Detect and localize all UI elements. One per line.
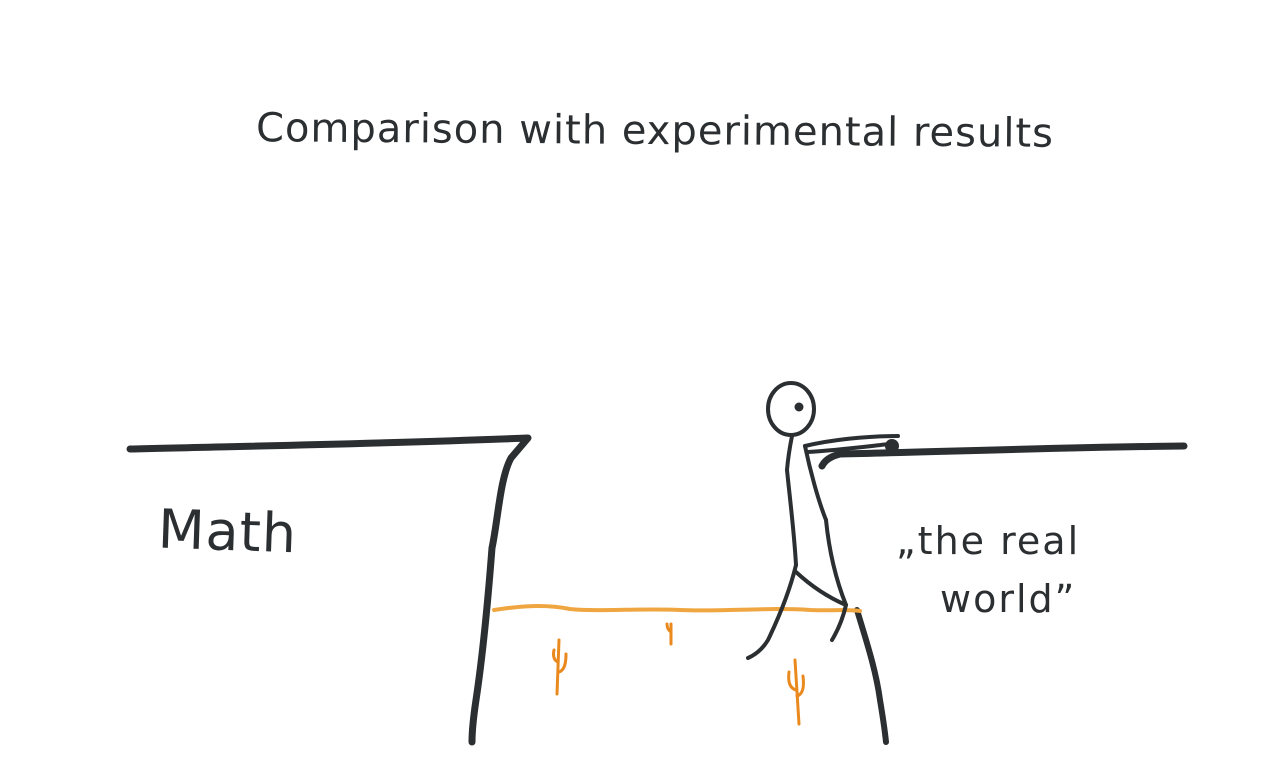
math-label: Math — [156, 497, 299, 566]
right-cliff — [818, 442, 1188, 470]
figure-eye — [794, 402, 804, 412]
stick-figure — [746, 381, 900, 660]
right-cliff-wall — [854, 607, 889, 745]
real-world-label-line2: world” — [940, 577, 1077, 621]
sand-line — [492, 604, 862, 613]
cactus-2 — [665, 622, 673, 646]
cactus-1 — [552, 638, 568, 696]
left-cliff — [126, 434, 532, 746]
cactus-3 — [787, 658, 805, 726]
figure-head — [766, 381, 816, 437]
real-world-label: „the real world” — [896, 512, 1080, 628]
real-world-label-line1: „the real — [896, 519, 1081, 563]
